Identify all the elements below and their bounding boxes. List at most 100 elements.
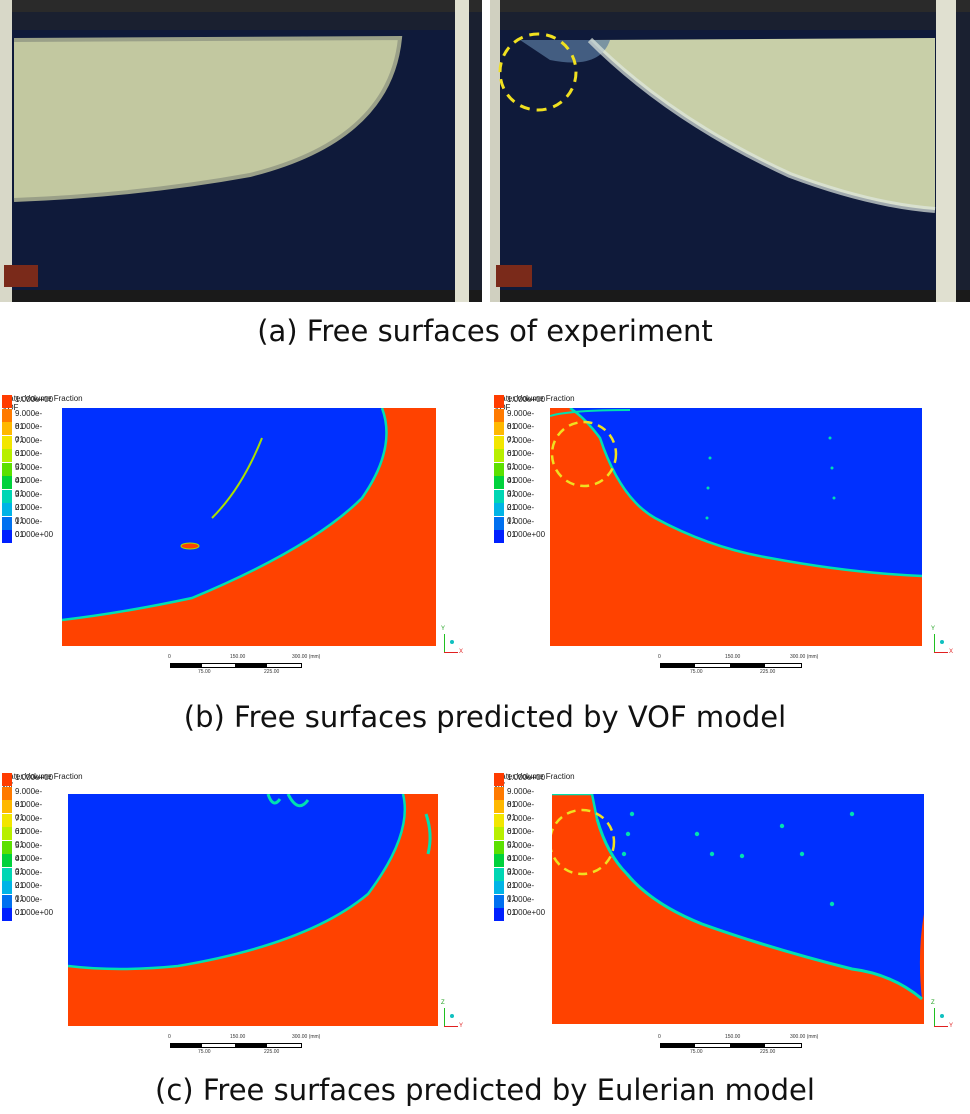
legend-level-label: 8.000e-01 bbox=[507, 800, 535, 822]
legend-swatch bbox=[2, 530, 12, 543]
axis-triad: Y X bbox=[931, 626, 954, 655]
legend-swatch bbox=[2, 867, 12, 881]
legend-swatch bbox=[494, 530, 504, 543]
axis-triad: Z Y bbox=[441, 1000, 464, 1029]
legend-swatch bbox=[2, 422, 12, 435]
legend-level-label: 6.000e-01 bbox=[15, 827, 43, 849]
axis-triad: Y X bbox=[441, 626, 464, 655]
legend-swatch bbox=[494, 449, 504, 462]
legend-level-label: 1.000e+00 bbox=[15, 773, 54, 782]
scale-bar: 0 150.00 300.00 (mm) 75.00 225.00 bbox=[658, 1034, 819, 1055]
legend-level-label: 8.000e-01 bbox=[15, 422, 43, 444]
legend-level-label: 5.000e-01 bbox=[15, 462, 43, 485]
scale-bar: 0 150.00 300.00 (mm) 75.00 225.00 bbox=[168, 654, 321, 675]
legend-swatch bbox=[2, 786, 12, 800]
legend-level-label: 1.000e-01 bbox=[507, 894, 535, 917]
legend-swatch bbox=[494, 395, 504, 408]
legend-swatch bbox=[2, 881, 12, 894]
experiment-photo-right bbox=[490, 0, 970, 302]
legend-swatch bbox=[494, 881, 504, 894]
legend-swatch bbox=[494, 516, 504, 530]
legend-swatch bbox=[494, 503, 504, 516]
legend-swatch bbox=[494, 408, 504, 422]
legend-level-label: 1.000e+00 bbox=[15, 395, 54, 404]
legend-swatch bbox=[494, 827, 504, 840]
legend-level-label: 1.000e-01 bbox=[15, 894, 43, 917]
legend-level-label: 9.000e-01 bbox=[507, 408, 535, 431]
legend-swatch bbox=[2, 503, 12, 516]
legend-level-label: 5.000e-01 bbox=[15, 840, 43, 863]
legend-swatch bbox=[2, 813, 12, 827]
legend-level-label: 7.000e-01 bbox=[15, 813, 43, 836]
legend-level-label: 9.000e-01 bbox=[507, 786, 535, 809]
legend-swatch bbox=[2, 476, 12, 489]
legend-level-label: 0.000e+00 bbox=[507, 908, 546, 917]
legend-swatch bbox=[494, 813, 504, 827]
legend-level-label: 0.000e+00 bbox=[15, 530, 54, 539]
legend-swatch bbox=[2, 800, 12, 813]
legend-level-label: 6.000e-01 bbox=[507, 449, 535, 471]
legend-level-label: 1.000e+00 bbox=[507, 395, 546, 404]
legend-swatch bbox=[2, 908, 12, 921]
experiment-photo-left bbox=[0, 0, 482, 302]
legend-level-label: 6.000e-01 bbox=[507, 827, 535, 849]
legend-swatch bbox=[494, 435, 504, 449]
legend-level-label: 4.000e-01 bbox=[15, 476, 43, 498]
legend-level-label: 2.000e-01 bbox=[15, 881, 43, 903]
legend-level-label: 7.000e-01 bbox=[507, 435, 535, 458]
legend-level-label: 2.000e-01 bbox=[15, 503, 43, 525]
legend-swatch bbox=[494, 786, 504, 800]
legend-swatch bbox=[2, 462, 12, 476]
legend-swatch bbox=[494, 854, 504, 867]
vof-panel-right: Water.Volume FractionVOF 1.000e+009.000e… bbox=[490, 370, 970, 685]
euler-contour-right bbox=[552, 794, 924, 1024]
scale-bar: 0 150.00 300.00 (mm) 75.00 225.00 bbox=[168, 1034, 321, 1055]
vof-panel-left: Water.Volume FractionVOF 1.000e+009.000e… bbox=[0, 370, 485, 685]
legend-swatch bbox=[2, 894, 12, 908]
legend-swatch bbox=[494, 489, 504, 503]
legend-level-label: 0.000e+00 bbox=[15, 908, 54, 917]
legend-swatch bbox=[2, 854, 12, 867]
scale-bar: 0 150.00 300.00 (mm) 75.00 225.00 bbox=[658, 654, 819, 675]
caption-b: (b) Free surfaces predicted by VOF model bbox=[183, 700, 787, 734]
legend-swatch bbox=[2, 395, 12, 408]
legend-swatch bbox=[494, 462, 504, 476]
legend-level-label: 6.000e-01 bbox=[15, 449, 43, 471]
vof-contour-right bbox=[550, 408, 922, 646]
legend-level-label: 4.000e-01 bbox=[507, 476, 535, 498]
legend-level-label: 9.000e-01 bbox=[15, 408, 43, 431]
euler-panel-left: Water.Volume Fractionvof 1.000e+009.000e… bbox=[0, 748, 485, 1068]
legend-level-label: 3.000e-01 bbox=[507, 867, 535, 890]
legend-swatch bbox=[2, 827, 12, 840]
legend-level-label: 1.000e+00 bbox=[507, 773, 546, 782]
highlight-circle bbox=[550, 420, 618, 488]
caption-a: (a) Free surfaces of experiment bbox=[257, 314, 713, 348]
legend-level-label: 3.000e-01 bbox=[507, 489, 535, 512]
legend-level-label: 2.000e-01 bbox=[507, 881, 535, 903]
legend-level-label: 1.000e-01 bbox=[15, 516, 43, 539]
legend-swatch bbox=[494, 800, 504, 813]
axis-triad: Z Y bbox=[931, 1000, 954, 1029]
legend-level-label: 9.000e-01 bbox=[15, 786, 43, 809]
highlight-circle bbox=[498, 32, 578, 112]
legend-swatch bbox=[2, 449, 12, 462]
legend-swatch bbox=[494, 894, 504, 908]
legend-swatch bbox=[2, 408, 12, 422]
legend-swatch bbox=[494, 476, 504, 489]
legend-level-label: 4.000e-01 bbox=[15, 854, 43, 876]
legend-level-label: 2.000e-01 bbox=[507, 503, 535, 525]
legend-swatch bbox=[494, 840, 504, 854]
legend-level-label: 8.000e-01 bbox=[15, 800, 43, 822]
legend-swatch bbox=[494, 867, 504, 881]
legend-swatch bbox=[2, 435, 12, 449]
legend-level-label: 5.000e-01 bbox=[507, 462, 535, 485]
legend-level-label: 1.000e-01 bbox=[507, 516, 535, 539]
legend-level-label: 3.000e-01 bbox=[15, 489, 43, 512]
euler-contour-left bbox=[68, 794, 438, 1026]
euler-panel-right: Water.Volume Fractionvof 1.000e+009.000e… bbox=[490, 748, 970, 1068]
legend-swatch bbox=[2, 773, 12, 786]
legend-level-label: 4.000e-01 bbox=[507, 854, 535, 876]
legend-level-label: 5.000e-01 bbox=[507, 840, 535, 863]
legend-level-label: 8.000e-01 bbox=[507, 422, 535, 444]
legend-swatch bbox=[494, 908, 504, 921]
